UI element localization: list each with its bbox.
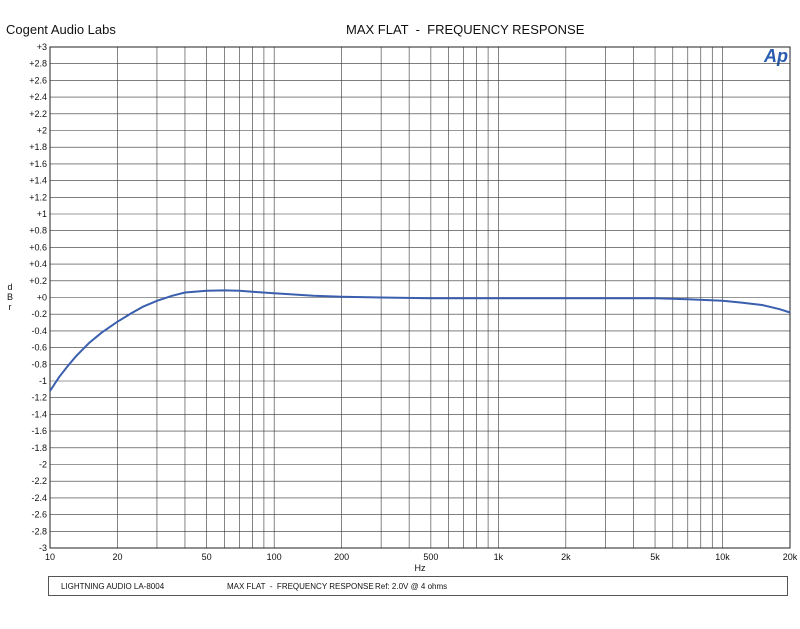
y-axis-title: dBr — [7, 282, 13, 312]
y-tick-label: +2 — [37, 126, 47, 136]
x-tick-label: 50 — [202, 552, 212, 562]
chart-title: MAX FLAT - FREQUENCY RESPONSE — [346, 22, 585, 37]
x-tick-label: 2k — [561, 552, 571, 562]
y-tick-label: -0.2 — [31, 309, 47, 319]
plot-frame — [49, 46, 791, 549]
y-tick-label: +1.8 — [29, 142, 47, 152]
y-axis-title-letter: B — [7, 292, 13, 302]
x-tick-label: 20k — [783, 552, 798, 562]
y-tick-label: -1.6 — [31, 426, 47, 436]
y-tick-label: +2.2 — [29, 109, 47, 119]
y-tick-label: -2.2 — [31, 476, 47, 486]
x-tick-label: 100 — [267, 552, 282, 562]
x-tick-label: 5k — [650, 552, 660, 562]
x-tick-labels: 10 20 50 100 200 500 1k 2k 5k 10k 20k — [45, 552, 798, 562]
y-axis-title-letter: r — [9, 302, 12, 312]
y-tick-label: +1.2 — [29, 192, 47, 202]
company-name: Cogent Audio Labs — [6, 22, 116, 37]
ap-logo: Ap — [764, 46, 788, 66]
y-tick-label: +0 — [37, 293, 47, 303]
y-tick-label: +1 — [37, 209, 47, 219]
y-tick-label: +0.8 — [29, 226, 47, 236]
series-line — [49, 289, 791, 392]
y-tick-label: +2.8 — [29, 59, 47, 69]
footer-title: MAX FLAT - FREQUENCY RESPONSE — [227, 582, 374, 591]
y-tick-label: -0.4 — [31, 326, 47, 336]
y-tick-label: -0.8 — [31, 359, 47, 369]
y-tick-label: +3 — [37, 42, 47, 52]
y-tick-label: -1.2 — [31, 393, 47, 403]
y-tick-label: +2.6 — [29, 75, 47, 85]
y-axis-title-letter: d — [7, 282, 12, 292]
x-tick-label: 1k — [494, 552, 504, 562]
y-tick-label: +2.4 — [29, 92, 47, 102]
y-tick-label: -0.6 — [31, 343, 47, 353]
y-tick-label: -1.8 — [31, 443, 47, 453]
y-tick-label: -2 — [39, 460, 47, 470]
y-tick-label: +1.6 — [29, 159, 47, 169]
y-tick-label: -1 — [39, 376, 47, 386]
x-tick-label: 10k — [715, 552, 730, 562]
footer-bar: LIGHTNING AUDIO LA-8004 MAX FLAT - FREQU… — [48, 576, 788, 596]
y-tick-label: +0.4 — [29, 259, 47, 269]
y-tick-label: -1.4 — [31, 409, 47, 419]
x-axis-title: Hz — [415, 563, 426, 573]
y-tick-label: -2.4 — [31, 493, 47, 503]
y-tick-labels: +3 +2.8 +2.6 +2.4 +2.2 +2 +1.8 +1.6 +1.4 +1.2 +1 +0… — [29, 42, 47, 553]
y-tick-label: -2.6 — [31, 510, 47, 520]
x-tick-label: 20 — [112, 552, 122, 562]
footer-reference: Ref: 2.0V @ 4 ohms — [375, 582, 448, 591]
footer-device: LIGHTNING AUDIO LA-8004 — [61, 582, 165, 591]
x-tick-label: 200 — [334, 552, 349, 562]
y-tick-label: -2.8 — [31, 526, 47, 536]
x-tick-label: 10 — [45, 552, 55, 562]
y-tick-label: -3 — [39, 543, 47, 553]
x-tick-label: 500 — [423, 552, 438, 562]
y-tick-label: +0.6 — [29, 242, 47, 252]
y-tick-label: +0.2 — [29, 276, 47, 286]
y-tick-label: +1.4 — [29, 176, 47, 186]
